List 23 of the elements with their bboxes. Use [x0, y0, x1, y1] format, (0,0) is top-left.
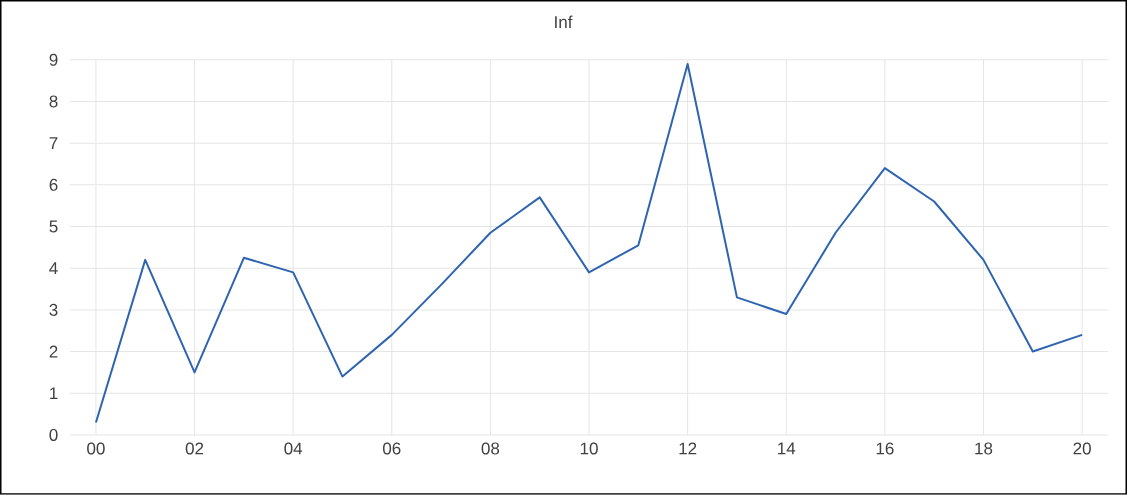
- x-tick-label: 20: [1073, 442, 1091, 455]
- x-tick-label: 00: [87, 442, 105, 455]
- y-tick-label: 0: [49, 429, 58, 442]
- y-tick-label: 4: [49, 262, 58, 275]
- x-tick-label: 16: [876, 442, 894, 455]
- x-tick-label: 08: [481, 442, 500, 455]
- x-tick-label: 10: [580, 442, 598, 455]
- y-tick-label: 5: [49, 220, 58, 233]
- x-tick-label: 04: [284, 442, 303, 455]
- y-tick-label: 1: [50, 387, 58, 400]
- x-tick-label: 06: [382, 442, 401, 455]
- x-tick-label: 02: [185, 442, 204, 455]
- y-tick-label: 7: [49, 137, 58, 150]
- chart-title: Inf: [555, 15, 573, 29]
- y-tick-label: 6: [49, 178, 58, 191]
- x-tick-label: 12: [679, 442, 697, 455]
- y-tick-label: 9: [49, 53, 58, 66]
- x-tick-label: 14: [778, 442, 796, 455]
- y-tick-label: 3: [49, 303, 58, 317]
- y-tick-label: 8: [49, 95, 58, 108]
- x-tick-label: 18: [975, 442, 993, 455]
- y-tick-label: 2: [49, 345, 58, 358]
- line-series: [94, 63, 1084, 424]
